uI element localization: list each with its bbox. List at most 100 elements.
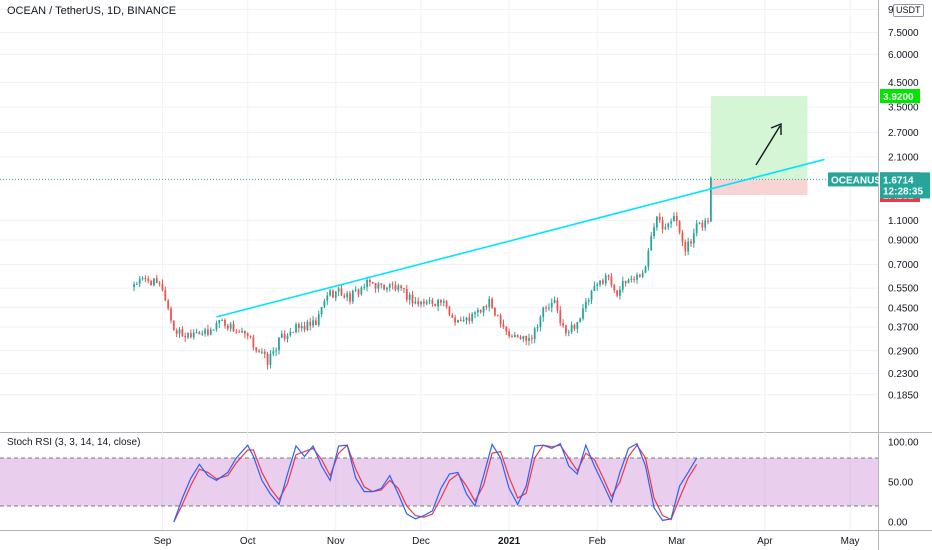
candle-body [471,313,474,322]
symbol-title: OCEAN / TetherUS, 1D, BINANCE [7,5,177,17]
x-tick-label: Oct [240,536,256,547]
candle-body [397,285,400,290]
stoch-rsi-k-line [173,442,698,523]
candle-body [442,301,445,303]
candle-body [638,274,641,277]
y-tick-label: 0.5500 [888,284,919,295]
candle-body [403,288,405,290]
x-tick-label: Sep [154,536,172,547]
candle-body [601,280,604,284]
currency-unit-badge[interactable]: USDT [893,4,924,17]
y-tick-label: 0.4500 [888,303,919,314]
candle-body [243,330,246,334]
target-zone[interactable] [710,96,808,180]
candle-body [636,274,638,280]
candle-body [476,309,479,313]
candle-body [167,300,170,309]
candle-body [164,290,167,301]
x-tick-label: May [841,536,860,547]
candle-body [451,314,454,318]
candle-body [229,323,232,329]
candle-body [661,220,664,229]
countdown-tag: 12:28:35 [883,186,923,197]
arrow-annotation[interactable] [755,125,781,166]
candle-body [684,242,687,252]
candle-body [280,333,283,338]
candle-body [664,227,667,229]
candle-body [420,301,422,305]
candle-body [317,314,320,326]
candle-body [283,333,286,339]
candle-body [320,306,323,315]
candle-body [428,300,431,302]
candle-body [431,300,434,304]
candle-body [374,283,377,289]
candle-body [522,335,525,340]
candle-body [499,315,502,325]
candle-body [553,300,556,303]
candle-body [306,321,309,330]
candle-body [548,307,550,309]
last-price-tag-bg [880,172,930,199]
candle-body [400,285,403,289]
candle-body [519,337,522,340]
y-tick-label: 0.3700 [888,322,919,333]
stop-zone[interactable] [710,179,808,195]
candle-body [207,329,209,335]
candle-body [528,338,530,341]
candle-body [462,320,465,322]
candle-body [255,347,258,351]
candle-body [704,220,707,228]
y-tick-label: 6.0000 [888,50,919,61]
candle-body [687,241,690,252]
arrow-head-icon [770,122,782,135]
last-price-tag: 1.6714 [883,175,914,186]
x-tick-label: Nov [327,536,345,547]
candle-body [161,283,164,291]
y-tick-label: 0.2900 [888,346,919,357]
x-tick-label: Mar [668,536,686,547]
candle-body [386,287,388,290]
candle-body [437,299,439,307]
candle-body [667,223,670,228]
candle-body [550,302,553,308]
candle-body [232,323,235,332]
candle-body [459,319,462,322]
y-tick-label: 0.1850 [888,390,919,401]
candle-body [695,223,698,234]
candle-body [630,279,633,281]
symbol-label: OCEANUSDT [831,175,894,186]
candle-body [616,290,619,296]
candle-body [170,308,172,321]
candle-body [297,323,300,329]
candle-body [224,319,226,326]
candle-body [303,325,306,330]
candle-body [658,216,661,221]
candle-body [701,222,704,228]
candle-body [440,299,442,303]
candle-body [275,350,278,352]
candle-body [678,221,681,233]
candle-body [360,287,363,295]
candle-body [235,331,238,333]
candle-body [195,332,198,334]
candle-body [539,317,542,328]
candle-body [698,222,701,224]
candle-body [346,293,349,298]
candle-body [295,323,297,333]
rsi-band [0,458,878,506]
candle-body [587,300,590,302]
candle-body [516,334,519,338]
rsi-tick-label: 100.00 [888,438,919,449]
candle-body [334,291,337,298]
y-tick-label: 0.2300 [888,369,919,380]
candle-body [366,279,368,288]
candle-body [153,278,155,286]
candle-body [289,331,292,336]
candle-body [681,232,684,243]
trendline[interactable] [216,158,825,318]
y-tick-label: 4.5000 [888,78,919,89]
candle-body [312,320,314,326]
